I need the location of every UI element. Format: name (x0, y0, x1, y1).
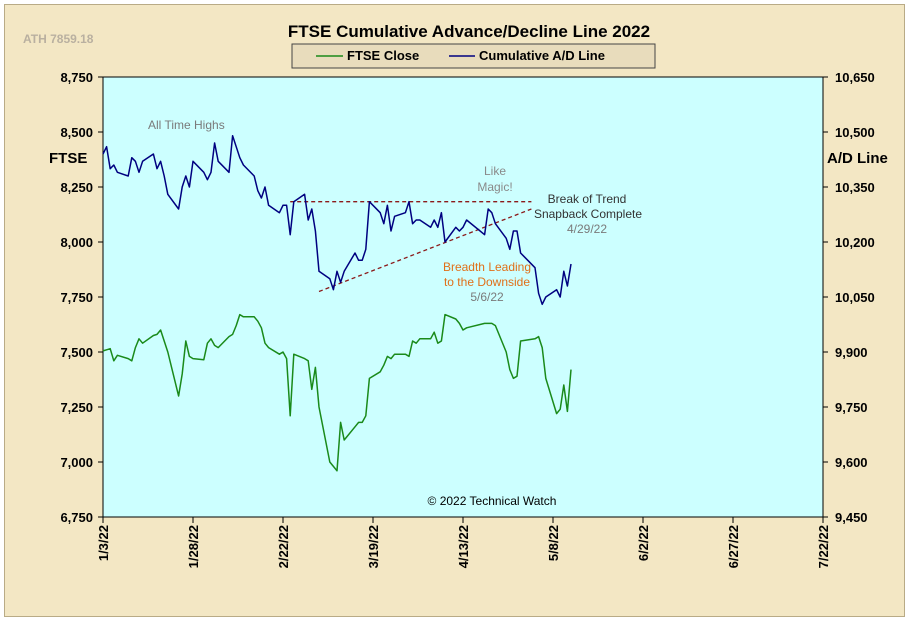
y-right-tick-label: 9,900 (835, 345, 868, 360)
annotation-break-3: 4/29/22 (567, 222, 607, 236)
legend-label-ftse: FTSE Close (347, 48, 419, 63)
chart-frame: FTSE Cumulative Advance/Decline Line 202… (4, 4, 905, 617)
x-tick-label: 7/22/22 (816, 525, 831, 568)
y-right-tick-label: 10,200 (835, 235, 875, 250)
trendlines (290, 201, 532, 293)
x-tick-label: 5/8/22 (546, 525, 561, 561)
annotation-breadth-2: to the Downside (444, 275, 530, 289)
y-axis-left: 8,750 8,500 8,250 8,000 7,750 7,500 7,250 7,000… (60, 70, 103, 525)
y-left-tick-label: 7,250 (60, 400, 93, 415)
y-right-tick-label: 10,350 (835, 180, 875, 195)
legend-label-ad: Cumulative A/D Line (479, 48, 605, 63)
y-axis-left-label: FTSE (49, 150, 87, 167)
y-left-tick-label: 6,750 (60, 510, 93, 525)
annotation-break-1: Break of Trend (548, 192, 627, 206)
annotation-breadth-1: Breadth Leading (443, 260, 531, 274)
y-left-tick-label: 8,500 (60, 125, 93, 140)
x-tick-label: 1/3/22 (96, 525, 111, 561)
x-tick-label: 6/2/22 (636, 525, 651, 561)
y-right-tick-label: 10,050 (835, 290, 875, 305)
ath-label: ATH 7859.18 (23, 32, 94, 46)
y-left-tick-label: 8,250 (60, 180, 93, 195)
plot-area (102, 76, 824, 518)
y-axis-right: 10,650 10,500 10,350 10,200 10,050 9,900 9,750… (823, 70, 875, 525)
y-left-tick-label: 7,750 (60, 290, 93, 305)
chart-title: FTSE Cumulative Advance/Decline Line 202… (288, 22, 650, 41)
annotation-like-magic-2: Magic! (477, 180, 512, 194)
x-tick-label: 6/27/22 (726, 525, 741, 568)
y-left-tick-label: 7,500 (60, 345, 93, 360)
series-layer (102, 134, 572, 472)
annotation-all-time-highs: All Time Highs (148, 118, 225, 132)
ftse-close-line (102, 313, 572, 472)
y-left-tick-label: 8,750 (60, 70, 93, 85)
x-tick-label: 1/28/22 (186, 525, 201, 568)
x-tick-label: 3/19/22 (366, 525, 381, 568)
annotation-like-magic-1: Like (484, 164, 506, 178)
x-tick-label: 2/22/22 (276, 525, 291, 568)
copyright: © 2022 Technical Watch (428, 494, 557, 508)
y-right-tick-label: 9,750 (835, 400, 868, 415)
y-right-tick-label: 9,450 (835, 510, 868, 525)
y-right-tick-label: 9,600 (835, 455, 868, 470)
y-left-tick-label: 8,000 (60, 235, 93, 250)
legend: FTSE Close Cumulative A/D Line (291, 43, 656, 69)
y-axis-right-label: A/D Line (827, 150, 888, 167)
ad-line (102, 134, 572, 306)
y-right-tick-label: 10,500 (835, 125, 875, 140)
y-left-tick-label: 7,000 (60, 455, 93, 470)
x-tick-label: 4/13/22 (456, 525, 471, 568)
x-axis: 1/3/22 1/28/22 2/22/22 3/19/22 4/13/22 5/8/22… (96, 517, 831, 568)
trendline (318, 208, 532, 293)
annotation-break-2: Snapback Complete (534, 207, 642, 221)
chart-canvas: FTSE Cumulative Advance/Decline Line 202… (23, 22, 888, 568)
y-right-tick-label: 10,650 (835, 70, 875, 85)
annotation-breadth-3: 5/6/22 (470, 290, 504, 304)
